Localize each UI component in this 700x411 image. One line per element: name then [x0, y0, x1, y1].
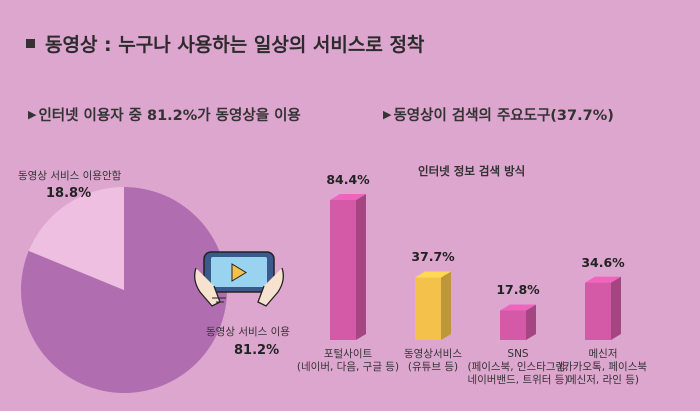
bar-category-name-1: 동영상서비스	[404, 348, 462, 360]
bar-category-detail-1: (유튜브 등)	[407, 361, 459, 373]
bar-category-detail2-2: 네이버밴드, 트위터 등)	[467, 374, 569, 386]
bar-category-label-3: 메신저 (카카오톡, 페이스북 메신저, 라인 등)	[543, 348, 663, 387]
bar-front-3	[585, 282, 611, 340]
bar-value-label-0: 84.4%	[326, 172, 370, 187]
bar-1	[415, 271, 451, 340]
bar-category-detail2-3: 메신저, 라인 등)	[566, 374, 640, 386]
bar-3	[585, 276, 621, 340]
page-title-text: 동영상 : 누구나 사용하는 일상의 서비스로 정착	[45, 34, 425, 56]
pie-label-use-text: 동영상 서비스 이용	[206, 326, 290, 338]
bar-chart-title: 인터넷 정보 검색 방식	[418, 164, 526, 178]
bar-side-0	[356, 194, 366, 340]
bar-top-1	[415, 271, 451, 278]
bar-front-1	[415, 277, 441, 340]
bar-front-0	[330, 200, 356, 340]
bar-side-2	[526, 304, 536, 340]
bar-0	[330, 194, 366, 340]
pie-label-nonuse-text: 동영상 서비스 이용안함	[18, 170, 122, 182]
section-title-right: ▶ 동영상이 검색의 주요도구(37.7%)	[383, 104, 614, 125]
bar-side-1	[441, 271, 451, 340]
bar-2	[500, 304, 536, 340]
bar-value-label-1: 37.7%	[411, 249, 455, 265]
pie-slice-use	[20, 187, 227, 394]
pie-value-use: 81.2%	[234, 343, 280, 358]
bar-value-label-2: 17.8%	[496, 282, 540, 298]
pie-label-use: 동영상 서비스 이용 81.2%	[206, 324, 290, 358]
tablet-video-icon	[194, 251, 284, 307]
bar-top-0	[330, 194, 366, 200]
section-title-right-text: 동영상이 검색의 주요도구(37.7%)	[393, 108, 614, 124]
pie-value-nonuse: 18.8%	[46, 186, 92, 201]
pie-slice-nonuse	[28, 187, 124, 290]
triangle-bullet-icon: ▶	[383, 108, 392, 121]
bar-category-label-2: SNS (페이스북, 인스타그램, 네이버밴드, 트위터 등)	[458, 348, 578, 387]
bar-top-2	[500, 304, 536, 311]
bar-category-label-0: 포털사이트 (네이버, 다음, 구글 등)	[288, 348, 408, 374]
pie-chart	[20, 187, 227, 394]
section-title-left: ▶ 인터넷 이용자 중 81.2%가 동영상을 이용	[28, 104, 301, 125]
bar-category-name-0: 포털사이트	[323, 348, 373, 360]
bar-top-3	[585, 276, 621, 283]
bar-front-2	[500, 310, 526, 340]
bar-category-detail-0: (네이버, 다음, 구글 등)	[296, 361, 400, 373]
bar-category-name-2: SNS	[507, 348, 529, 360]
section-title-left-text: 인터넷 이용자 중 81.2%가 동영상을 이용	[38, 108, 301, 124]
bar-category-name-3: 메신저	[588, 348, 618, 360]
bar-category-detail-3: (카카오톡, 페이스북	[558, 361, 648, 373]
triangle-bullet-icon: ▶	[28, 108, 37, 121]
bar-category-label-1: 동영상서비스 (유튜브 등)	[373, 348, 493, 374]
square-bullet-icon	[26, 39, 35, 48]
bar-value-label-3: 34.6%	[581, 254, 625, 270]
page-title: 동영상 : 누구나 사용하는 일상의 서비스로 정착	[26, 30, 424, 57]
bar-category-detail-2: (페이스북, 인스타그램,	[467, 361, 569, 373]
bar-side-3	[611, 276, 621, 340]
pie-label-nonuse: 동영상 서비스 이용안함 18.8%	[18, 168, 121, 201]
